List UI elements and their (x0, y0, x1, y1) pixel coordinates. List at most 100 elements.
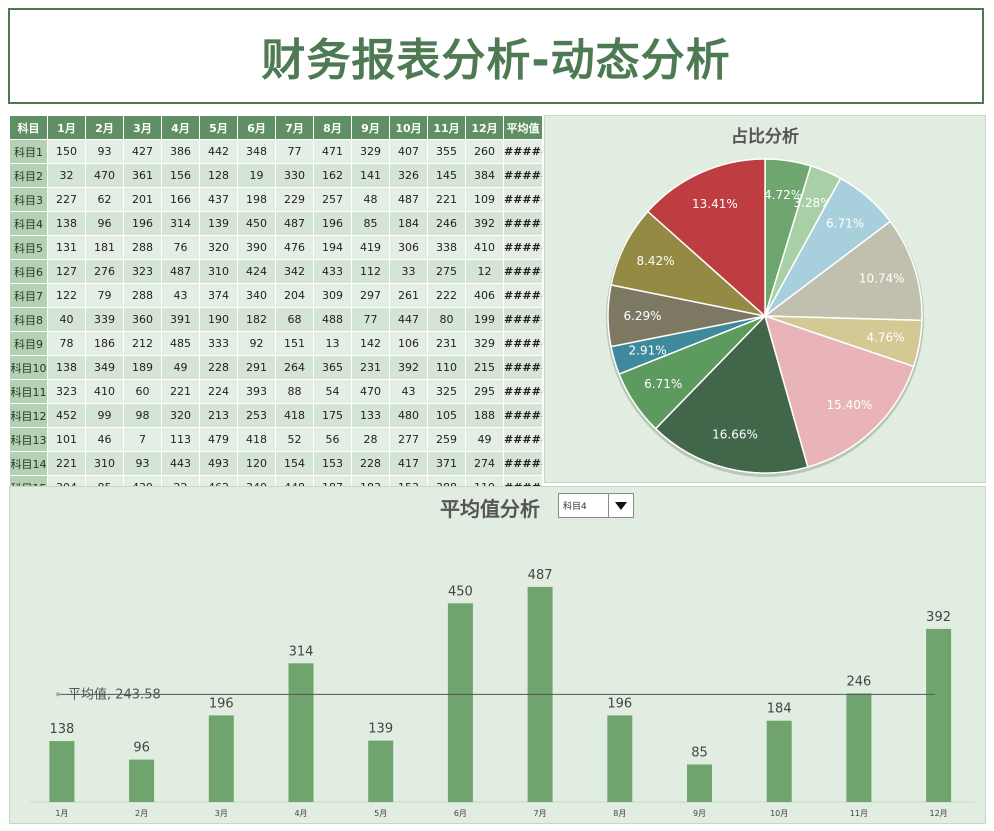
row-label: 科目3 (9, 187, 48, 212)
table-cell: 338 (427, 235, 466, 260)
table-cell: 348 (237, 139, 276, 164)
column-header: 2月 (85, 115, 124, 140)
table-cell: 471 (313, 139, 352, 164)
table-cell: 62 (85, 187, 124, 212)
average-cell: ##### (503, 139, 543, 164)
table-cell: 19 (237, 163, 276, 188)
table-cell: 227 (47, 187, 86, 212)
table-cell: 339 (85, 307, 124, 332)
table-cell: 120 (237, 451, 276, 476)
average-cell: ##### (503, 307, 543, 332)
bar (447, 603, 473, 803)
table-cell: 110 (427, 355, 466, 380)
pie-slice (762, 220, 923, 322)
chevron-down-icon[interactable] (608, 494, 633, 517)
table-cell: 60 (123, 379, 162, 404)
table-row: 科目6 127 276 323 487 310 424 342 433 112 33 275 12 ###… (9, 259, 543, 284)
table-cell: 48 (351, 187, 390, 212)
x-tick-label: 12月 (930, 809, 948, 818)
table-cell: 40 (47, 307, 86, 332)
pie-chart: 4.72%3.28% 6.71% 10.74% 4.76% 15.40% 16.66% 6.… (606, 158, 924, 477)
table-row: 科目2 32 470 361 156 128 19 330 162 141 326 145 384 ###… (9, 163, 543, 188)
table-cell: 323 (47, 379, 86, 404)
table-cell: 186 (85, 331, 124, 356)
table-cell: 259 (427, 427, 466, 452)
table-cell: 485 (161, 331, 200, 356)
table-cell: 297 (351, 283, 390, 308)
bar-value-label: 96 (133, 741, 150, 756)
table-cell: 101 (47, 427, 86, 452)
table-cell: 224 (199, 379, 238, 404)
pie-slice (654, 314, 809, 474)
table-cell: 391 (161, 307, 200, 332)
title-banner: 财务报表分析-动态分析 (8, 8, 984, 104)
table-cell: 49 (161, 355, 200, 380)
table-cell: 488 (313, 307, 352, 332)
x-tick-label: 2月 (135, 809, 148, 818)
bar-value-label: 246 (846, 674, 871, 689)
table-cell: 342 (275, 259, 314, 284)
table-cell: 212 (123, 331, 162, 356)
table-cell: 260 (465, 139, 504, 164)
table-cell: 204 (275, 283, 314, 308)
x-tick-label: 3月 (215, 809, 228, 818)
table-row: 科目12 452 99 98 320 213 253 418 175 133 480 105 188 ##… (9, 403, 543, 428)
table-cell: 56 (313, 427, 352, 452)
table-cell: 320 (199, 235, 238, 260)
table-cell: 52 (275, 427, 314, 452)
pie-data-label: 4.76% (866, 331, 904, 345)
table-cell: 189 (123, 355, 162, 380)
column-header: 12月 (465, 115, 504, 140)
table-row: 科目10 138 349 189 49 228 291 264 365 231 392 110 215 #… (9, 355, 543, 380)
table-row: 科目5 131 181 288 76 320 390 476 194 419 306 338 410 ##… (9, 235, 543, 260)
table-cell: 392 (465, 211, 504, 236)
table-cell: 181 (85, 235, 124, 260)
average-cell: ##### (503, 211, 543, 236)
average-cell: ##### (503, 379, 543, 404)
table-cell: 106 (389, 331, 428, 356)
table-cell: 417 (389, 451, 428, 476)
column-header: 平均值 (503, 115, 543, 140)
table-cell: 142 (351, 331, 390, 356)
bar (846, 693, 872, 802)
row-label: 科目11 (9, 379, 48, 404)
row-label: 科目1 (9, 139, 48, 164)
table-cell: 109 (465, 187, 504, 212)
table-cell: 153 (313, 451, 352, 476)
x-tick-label: 5月 (374, 809, 387, 818)
bar (766, 720, 792, 802)
pie-data-label: 6.29% (623, 309, 661, 323)
table-row: 科目14 221 310 93 443 493 120 154 153 228 417 371 274 #… (9, 451, 543, 476)
x-tick-label: 6月 (454, 809, 467, 818)
bar (607, 715, 633, 802)
average-cell: ##### (503, 163, 543, 188)
bar-value-label: 85 (691, 746, 708, 761)
table-cell: 487 (275, 211, 314, 236)
table-cell: 470 (85, 163, 124, 188)
pie-data-label: 3.28% (794, 196, 832, 210)
pie-slice (763, 314, 915, 468)
table-cell: 32 (47, 163, 86, 188)
table-cell: 277 (389, 427, 428, 452)
table-cell: 330 (275, 163, 314, 188)
average-cell: ##### (503, 427, 543, 452)
table-row: 科目11 323 410 60 221 224 393 88 54 470 43 325 295 ####… (9, 379, 543, 404)
average-cell: ##### (503, 259, 543, 284)
table-cell: 43 (161, 283, 200, 308)
table-cell: 228 (199, 355, 238, 380)
table-cell: 139 (199, 211, 238, 236)
row-label: 科目5 (9, 235, 48, 260)
column-header: 7月 (275, 115, 314, 140)
row-label: 科目8 (9, 307, 48, 332)
page-title: 财务报表分析-动态分析 (261, 35, 731, 86)
table-cell: 175 (313, 403, 352, 428)
subject-dropdown[interactable]: 科目4 (558, 493, 634, 518)
table-cell: 43 (389, 379, 428, 404)
table-cell: 127 (47, 259, 86, 284)
table-cell: 79 (85, 283, 124, 308)
bar-value-label: 138 (49, 722, 74, 737)
table-cell: 162 (313, 163, 352, 188)
table-cell: 253 (237, 403, 276, 428)
table-cell: 437 (199, 187, 238, 212)
row-label: 科目13 (9, 427, 48, 452)
